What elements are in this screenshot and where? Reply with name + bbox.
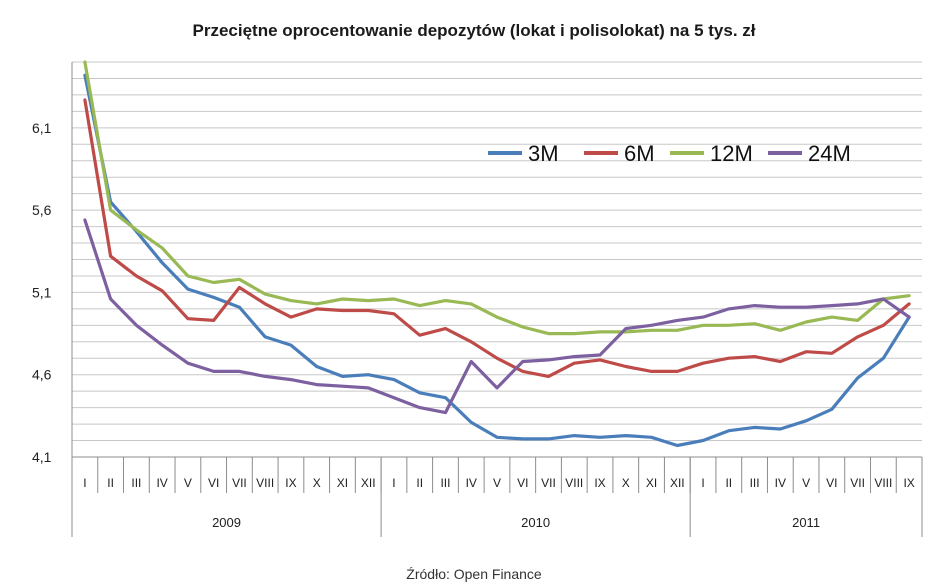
series-line-6m xyxy=(83,98,911,378)
legend-label-3m: 3M xyxy=(528,141,559,166)
x-tick-label: VI xyxy=(517,476,528,490)
x-tick-label: VII xyxy=(232,476,247,490)
legend-label-12m: 12M xyxy=(710,141,753,166)
x-tick-label: VIII xyxy=(565,476,583,490)
x-tick-label: I xyxy=(83,476,86,490)
x-tick-label: VII xyxy=(541,476,556,490)
x-tick-label: XI xyxy=(337,476,348,490)
x-tick-label: V xyxy=(493,476,501,490)
x-tick-label: VII xyxy=(850,476,865,490)
year-label: 2011 xyxy=(792,515,820,530)
x-tick-label: X xyxy=(622,476,630,490)
x-tick-label: III xyxy=(440,476,450,490)
x-tick-label: X xyxy=(313,476,321,490)
x-tick-label: V xyxy=(184,476,192,490)
x-tick-label: XII xyxy=(361,476,376,490)
x-tick-label: XII xyxy=(670,476,685,490)
year-label: 2009 xyxy=(212,515,241,530)
x-tick-label: I xyxy=(392,476,395,490)
gridlines xyxy=(72,61,922,442)
series-line-3m xyxy=(83,73,911,448)
x-tick-label: IV xyxy=(156,476,167,490)
x-tick-label: III xyxy=(131,476,141,490)
chart-title: Przeciętne oprocentowanie depozytów (lok… xyxy=(193,21,756,40)
x-tick-label: IX xyxy=(594,476,605,490)
year-label: 2010 xyxy=(521,515,550,530)
y-tick-label: 4,1 xyxy=(32,449,52,465)
x-tick-label: IX xyxy=(285,476,296,490)
x-tick-label: II xyxy=(107,476,114,490)
x-tick-label: IX xyxy=(903,476,914,490)
x-tick-label: VI xyxy=(826,476,837,490)
legend: 3M 6M 12M 24M xyxy=(488,141,851,166)
x-tick-label: I xyxy=(701,476,704,490)
x-tick-label: II xyxy=(725,476,732,490)
x-axis-tick-labels: I II III IV V VI VII VIII IX X XI XII I II III IV V VI VII… xyxy=(83,476,915,490)
x-tick-label: IV xyxy=(775,476,786,490)
x-tick-label: XI xyxy=(646,476,657,490)
series-line-12m xyxy=(83,60,911,336)
x-tick-label: VIII xyxy=(256,476,274,490)
y-tick-label: 4,6 xyxy=(32,367,52,383)
y-tick-label: 5,1 xyxy=(32,284,52,300)
y-axis-tick-labels: 4,1 4,6 5,1 5,6 6,1 xyxy=(32,120,52,465)
x-tick-label: III xyxy=(750,476,760,490)
x-tick-label: V xyxy=(802,476,810,490)
y-tick-label: 6,1 xyxy=(32,120,52,136)
axes xyxy=(71,62,923,537)
series-lines xyxy=(83,60,911,448)
x-tick-label: II xyxy=(416,476,423,490)
x-tick-label: VIII xyxy=(874,476,892,490)
source-note: Źródło: Open Finance xyxy=(406,566,542,582)
series-line-24m xyxy=(83,218,911,415)
y-tick-label: 5,6 xyxy=(32,202,52,218)
x-axis-year-labels: 2009 2010 2011 xyxy=(212,515,820,530)
x-tick-label: VI xyxy=(208,476,219,490)
x-tick-label: IV xyxy=(466,476,477,490)
legend-label-6m: 6M xyxy=(624,141,655,166)
legend-label-24m: 24M xyxy=(808,141,851,166)
